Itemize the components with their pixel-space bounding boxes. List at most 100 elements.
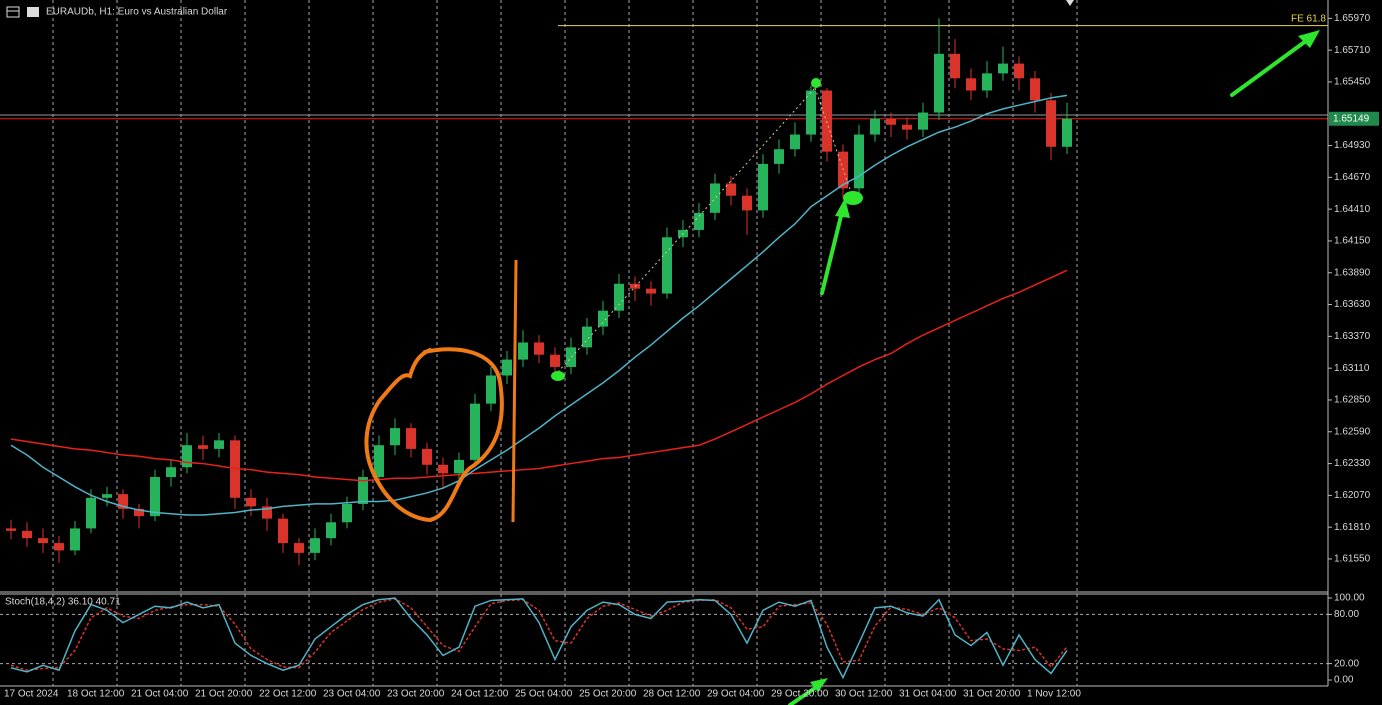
y-tick-label: 1.64150 [1334, 236, 1371, 247]
candle-body [406, 428, 416, 449]
candle-body [470, 403, 480, 460]
candle-body [774, 149, 784, 164]
fibo-line [557, 87, 816, 373]
candle-body [998, 63, 1008, 74]
x-tick-label: 31 Oct 20:00 [963, 689, 1021, 700]
x-tick-label: 24 Oct 12:00 [451, 689, 509, 700]
y-tick-label: 100.00 [1334, 593, 1365, 604]
x-tick-label: 1 Nov 12:00 [1027, 689, 1081, 700]
candle-body [134, 508, 144, 517]
candle-body [118, 494, 128, 509]
x-tick-label: 29 Oct 04:00 [707, 689, 765, 700]
candle-body [310, 538, 320, 553]
y-tick-label: 1.63110 [1334, 363, 1370, 374]
candle-body [758, 163, 768, 211]
candle-body [86, 497, 96, 529]
fe-label: FE 61.8 [1291, 13, 1326, 24]
x-tick-label: 23 Oct 20:00 [387, 689, 445, 700]
candle-body [950, 53, 960, 79]
header-icons[interactable] [6, 6, 39, 18]
candle-body [390, 428, 400, 446]
orange-circle [364, 347, 504, 523]
green-arrowhead [810, 678, 828, 692]
green-blob [843, 191, 863, 205]
candle-body [454, 459, 464, 474]
candle-body [742, 195, 752, 211]
y-tick-label: 1.61550 [1334, 554, 1371, 565]
annotations [364, 30, 1320, 705]
orange-line [511, 259, 518, 523]
x-tick-label: 31 Oct 04:00 [899, 689, 957, 700]
candle-body [854, 134, 864, 189]
grid [0, 0, 1328, 686]
candle-body [566, 347, 576, 367]
stoch-main [10, 597, 1068, 680]
green-arrow [1230, 36, 1312, 97]
green-arrow [788, 684, 820, 705]
candle-body [70, 528, 80, 551]
candle-body [342, 503, 352, 523]
y-tick-label: 1.64670 [1334, 172, 1371, 183]
candle-body [1030, 78, 1040, 101]
y-tick-label: 1.64930 [1334, 140, 1371, 151]
x-tick-label: 29 Oct 20:00 [771, 689, 829, 700]
symbol-icon[interactable] [27, 7, 39, 17]
candle-body [550, 354, 560, 367]
y-tick-label: 1.62070 [1334, 490, 1371, 501]
candle-body [710, 183, 720, 213]
candle-body [662, 237, 672, 294]
candle-body [438, 464, 448, 474]
candle-body [902, 124, 912, 130]
candle-body [246, 497, 256, 507]
candle-body [294, 543, 304, 553]
candle-body [182, 445, 192, 468]
candle-body [934, 53, 944, 113]
bid-label: 1.65149 [1333, 113, 1370, 124]
x-tick-label: 18 Oct 12:00 [67, 689, 125, 700]
candle-body [278, 518, 288, 544]
candle-body [22, 530, 32, 539]
bid-label-box [1329, 111, 1379, 126]
green-arrow [820, 210, 844, 295]
candle-body [214, 440, 224, 449]
menu-icon[interactable] [6, 6, 20, 18]
y-tick-label: 1.62590 [1334, 426, 1371, 437]
candle-body [582, 326, 592, 348]
stoch-signal [10, 598, 1068, 671]
candle-body [806, 90, 816, 135]
y-tick-label: 1.64410 [1334, 204, 1371, 215]
green-blob [551, 371, 565, 381]
green-dot [811, 78, 821, 88]
y-tick-label: 1.62850 [1334, 395, 1371, 406]
candle-body [166, 467, 176, 478]
y-tick-label: 80.00 [1334, 609, 1359, 620]
candle-body [518, 342, 528, 360]
candle-body [726, 183, 736, 196]
candle-body [102, 494, 112, 498]
candle-body [358, 477, 368, 504]
y-tick-label: 1.63370 [1334, 331, 1371, 342]
candle-body [598, 310, 608, 327]
fibo-line [814, 87, 853, 196]
candle-body [374, 445, 384, 478]
y-tick-label: 0.00 [1334, 675, 1354, 686]
x-tick-label: 23 Oct 04:00 [323, 689, 381, 700]
candle-body [422, 448, 432, 465]
y-tick-label: 1.63890 [1334, 267, 1371, 278]
candle-body [966, 78, 976, 91]
x-tick-label: 21 Oct 20:00 [195, 689, 253, 700]
candle-body [326, 522, 336, 539]
indicator-title: Stoch(18,4,2) 36.10 40.71 [5, 597, 121, 608]
shift-marker[interactable] [1066, 0, 1074, 6]
green-arrowhead [1298, 30, 1320, 48]
y-tick-label: 1.65450 [1334, 77, 1371, 88]
marks [0, 18, 1328, 680]
axis-labels: 17 Oct 2024 18 Oct 12:00 21 Oct 04:00 21 Oc… [4, 13, 1379, 700]
y-tick-label: 1.62330 [1334, 458, 1371, 469]
candle-body [694, 212, 704, 230]
x-tick-label: 25 Oct 20:00 [579, 689, 637, 700]
x-tick-label: 17 Oct 2024 [4, 689, 59, 700]
candle-body [534, 342, 544, 355]
